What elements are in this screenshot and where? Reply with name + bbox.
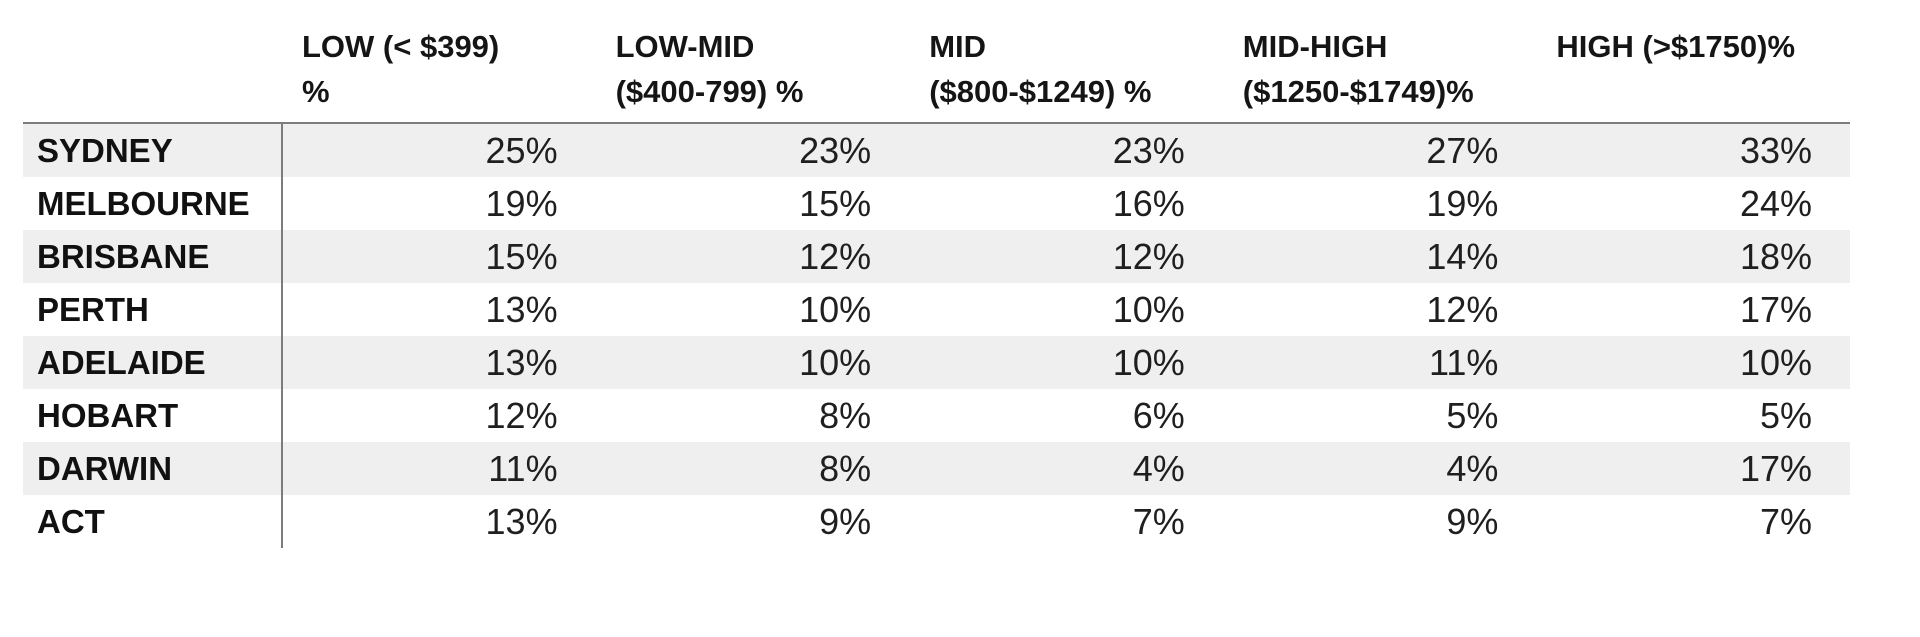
value-cell: 18%	[1739, 236, 1812, 277]
value-cell: 7%	[1132, 501, 1185, 542]
value-cell: 14%	[1426, 236, 1499, 277]
table-row-act: ACT 13% 9% 7% 9% 7%	[23, 495, 1850, 548]
column-header-line1: HIGH (>$1750)%	[1556, 29, 1796, 64]
value-cell: 13%	[485, 289, 558, 330]
column-header-line1: MID	[929, 29, 987, 64]
row-label: PERTH	[37, 291, 149, 328]
value-cell: 19%	[1426, 183, 1499, 224]
row-label: DARWIN	[37, 450, 173, 487]
column-header-line1: LOW (< $399)	[302, 29, 500, 64]
table-body: SYDNEY 25% 23% 23% 27% 33% MELBOURNE 19%…	[23, 122, 1850, 548]
row-label: SYDNEY	[37, 132, 173, 169]
table-row-sydney: SYDNEY 25% 23% 23% 27% 33%	[23, 124, 1850, 177]
row-label: BRISBANE	[37, 238, 210, 275]
value-cell: 16%	[1112, 183, 1185, 224]
value-cell: 15%	[799, 183, 872, 224]
column-header-line2: ($1250-$1749)%	[1242, 74, 1474, 109]
value-cell: 10%	[799, 342, 872, 383]
row-label: ACT	[37, 503, 105, 540]
table-header-row: LOW (< $399) % LOW-MID ($400-799) % MID …	[23, 16, 1850, 122]
column-header-low-mid: LOW-MID ($400-799) %	[596, 16, 910, 122]
column-header-city-blank	[23, 16, 282, 122]
value-cell: 12%	[1112, 236, 1185, 277]
table-row-darwin: DARWIN 11% 8% 4% 4% 17%	[23, 442, 1850, 495]
value-cell: 27%	[1426, 130, 1499, 171]
value-cell: 17%	[1739, 448, 1812, 489]
value-cell: 11%	[488, 448, 558, 489]
value-cell: 10%	[799, 289, 872, 330]
value-cell: 7%	[1759, 501, 1812, 542]
table-row-adelaide: ADELAIDE 13% 10% 10% 11% 10%	[23, 336, 1850, 389]
value-cell: 9%	[819, 501, 872, 542]
price-bracket-table: LOW (< $399) % LOW-MID ($400-799) % MID …	[23, 16, 1850, 548]
value-cell: 5%	[1446, 395, 1499, 436]
value-cell: 23%	[799, 130, 872, 171]
value-cell: 12%	[1426, 289, 1499, 330]
table-row-brisbane: BRISBANE 15% 12% 12% 14% 18%	[23, 230, 1850, 283]
value-cell: 10%	[1739, 342, 1812, 383]
value-cell: 25%	[485, 130, 558, 171]
value-cell: 8%	[819, 395, 872, 436]
vertical-divider	[281, 124, 283, 548]
value-cell: 12%	[485, 395, 558, 436]
value-cell: 33%	[1739, 130, 1812, 171]
value-cell: 10%	[1112, 289, 1185, 330]
column-header-line1: LOW-MID	[615, 29, 755, 64]
column-header-line2: ($400-799) %	[615, 74, 804, 109]
value-cell: 24%	[1739, 183, 1812, 224]
value-cell: 8%	[819, 448, 872, 489]
table-row-hobart: HOBART 12% 8% 6% 5% 5%	[23, 389, 1850, 442]
value-cell: 10%	[1112, 342, 1185, 383]
column-header-line2: ($800-$1249) %	[929, 74, 1152, 109]
value-cell: 15%	[485, 236, 558, 277]
column-header-low: LOW (< $399) %	[282, 16, 596, 122]
value-cell: 17%	[1739, 289, 1812, 330]
column-header-mid-high: MID-HIGH ($1250-$1749)%	[1223, 16, 1537, 122]
value-cell: 13%	[485, 501, 558, 542]
value-cell: 23%	[1112, 130, 1185, 171]
value-cell: 4%	[1132, 448, 1185, 489]
value-cell: 11%	[1429, 342, 1499, 383]
table-row-melbourne: MELBOURNE 19% 15% 16% 19% 24%	[23, 177, 1850, 230]
value-cell: 6%	[1132, 395, 1185, 436]
row-label: HOBART	[37, 397, 179, 434]
column-header-line2: %	[302, 74, 330, 109]
value-cell: 4%	[1446, 448, 1499, 489]
column-header-mid: MID ($800-$1249) %	[909, 16, 1223, 122]
column-header-line1: MID-HIGH	[1242, 29, 1388, 64]
row-label: ADELAIDE	[37, 344, 206, 381]
value-cell: 5%	[1759, 395, 1812, 436]
column-header-high: HIGH (>$1750)%	[1536, 16, 1850, 122]
row-label: MELBOURNE	[37, 185, 250, 222]
value-cell: 13%	[485, 342, 558, 383]
table-row-perth: PERTH 13% 10% 10% 12% 17%	[23, 283, 1850, 336]
value-cell: 19%	[485, 183, 558, 224]
value-cell: 9%	[1446, 501, 1499, 542]
value-cell: 12%	[799, 236, 872, 277]
